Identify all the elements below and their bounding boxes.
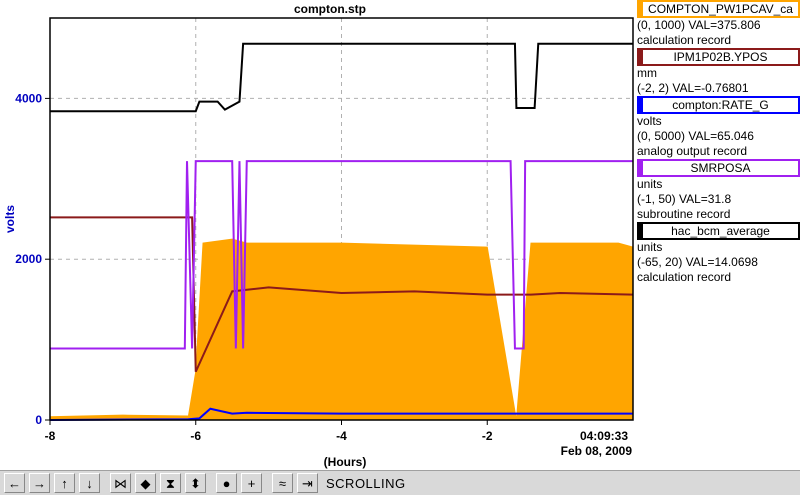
y-tick-label: 2000	[15, 252, 42, 266]
x-tick-label: -4	[336, 429, 347, 443]
legend-entry-name[interactable]: COMPTON_PW1PCAV_ca	[637, 0, 800, 18]
arrow-up-button[interactable]: ↑	[54, 473, 75, 493]
arrow-left-button[interactable]: ←	[4, 473, 25, 493]
auto-scale-button[interactable]: ≈	[272, 473, 293, 493]
series-layer	[49, 42, 634, 421]
legend: COMPTON_PW1PCAV_ca (0, 1000) VAL=375.806 c…	[637, 0, 800, 285]
date-label: Feb 08, 2009	[561, 444, 633, 458]
zoom-in-vertical-icon: ⧗	[165, 475, 176, 491]
x-axis: -8 -6 -4 -2	[45, 420, 493, 443]
config-icon: ●	[222, 475, 231, 491]
legend-entry: compton:RATE_G volts (0, 5000) VAL=65.046 a…	[637, 96, 800, 159]
config-button[interactable]: ●	[216, 473, 237, 493]
legend-entry-detail: mm	[637, 66, 657, 80]
legend-entry-name[interactable]: IPM1P02B.YPOS	[637, 48, 800, 66]
legend-entry-name[interactable]: hac_bcm_average	[637, 222, 800, 240]
zoom-in-horizontal-button[interactable]: ⋈	[110, 473, 131, 493]
arrow-right-button[interactable]: →	[29, 473, 50, 493]
auto-scale-icon: ≈	[278, 475, 287, 491]
x-tick-label: -2	[482, 429, 493, 443]
legend-entry: SMRPOSA units (-1, 50) VAL=31.8 subroutine …	[637, 159, 800, 222]
legend-entry-name[interactable]: SMRPOSA	[637, 159, 800, 177]
series-COMPTON_PW1PCAV_ca	[49, 238, 634, 421]
y-axis-label: volts	[3, 205, 17, 233]
zoom-in-vertical-button[interactable]: ⧗	[160, 473, 181, 493]
add-icon: +	[247, 475, 256, 491]
legend-entry-detail: subroutine record	[637, 207, 731, 221]
legend-entry-detail: (0, 5000) VAL=65.046	[637, 129, 754, 143]
zoom-out-horizontal-icon: ◆	[140, 475, 151, 491]
legend-entry-detail: (0, 1000) VAL=375.806	[637, 18, 761, 32]
legend-entry-detail: calculation record	[637, 33, 732, 47]
legend-entry-detail: units	[637, 240, 663, 254]
zoom-out-horizontal-button[interactable]: ◆	[135, 473, 156, 493]
legend-entry-detail: calculation record	[637, 270, 732, 284]
legend-entry-detail: units	[637, 177, 663, 191]
series-hac_bcm_average	[50, 42, 633, 113]
x-tick-label: -8	[45, 429, 56, 443]
time-label: 04:09:33	[580, 429, 628, 443]
arrow-down-icon: ↓	[86, 475, 93, 491]
series-SMRPOSA	[50, 160, 633, 350]
chart-title: compton.stp	[294, 2, 366, 16]
y-tick-label: 4000	[15, 91, 42, 105]
zoom-out-vertical-icon: ⬍	[190, 475, 201, 491]
x-axis-label: (Hours)	[324, 455, 367, 469]
arrow-left-icon: ←	[8, 475, 21, 491]
chart-area: compton.stp 0 2000 4000 -8 -6 -4 -2 volts (Ho…	[3, 2, 634, 469]
legend-entry-detail: volts	[637, 114, 662, 128]
y-tick-label: 0	[35, 413, 42, 427]
toolbar: ← → ↑ ↓ ⋈ ◆ ⧗ ⬍ ● + ≈ ⇥ SCROLLING	[0, 470, 800, 495]
series-IPM1P02B.YPOS	[50, 216, 634, 373]
arrow-down-button[interactable]: ↓	[79, 473, 100, 493]
scroll-to-end-button[interactable]: ⇥	[297, 473, 318, 493]
legend-entry-detail: (-1, 50) VAL=31.8	[637, 192, 732, 206]
scroll-status: SCROLLING	[326, 475, 406, 491]
arrow-up-icon: ↑	[61, 475, 68, 491]
legend-entry-detail: (-2, 2) VAL=-0.76801	[637, 81, 749, 95]
legend-entry-detail: (-65, 20) VAL=14.0698	[637, 255, 758, 269]
zoom-in-horizontal-icon: ⋈	[114, 475, 127, 491]
x-tick-label: -6	[190, 429, 201, 443]
legend-entry: IPM1P02B.YPOS mm (-2, 2) VAL=-0.76801	[637, 48, 800, 96]
series-compton:RATE_G	[49, 407, 633, 421]
legend-entry-name[interactable]: compton:RATE_G	[637, 96, 800, 114]
legend-entry: COMPTON_PW1PCAV_ca (0, 1000) VAL=375.806 c…	[637, 0, 800, 48]
zoom-out-vertical-button[interactable]: ⬍	[185, 473, 206, 493]
arrow-right-icon: →	[33, 475, 46, 491]
legend-entry: hac_bcm_average units (-65, 20) VAL=14.069…	[637, 222, 800, 285]
y-axis: 0 2000 4000	[15, 91, 50, 427]
add-button[interactable]: +	[241, 473, 262, 493]
scroll-to-end-icon: ⇥	[302, 475, 313, 491]
legend-entry-detail: analog output record	[637, 144, 748, 158]
toolbar-buttons: ← → ↑ ↓ ⋈ ◆ ⧗ ⬍ ● + ≈ ⇥	[0, 473, 318, 493]
